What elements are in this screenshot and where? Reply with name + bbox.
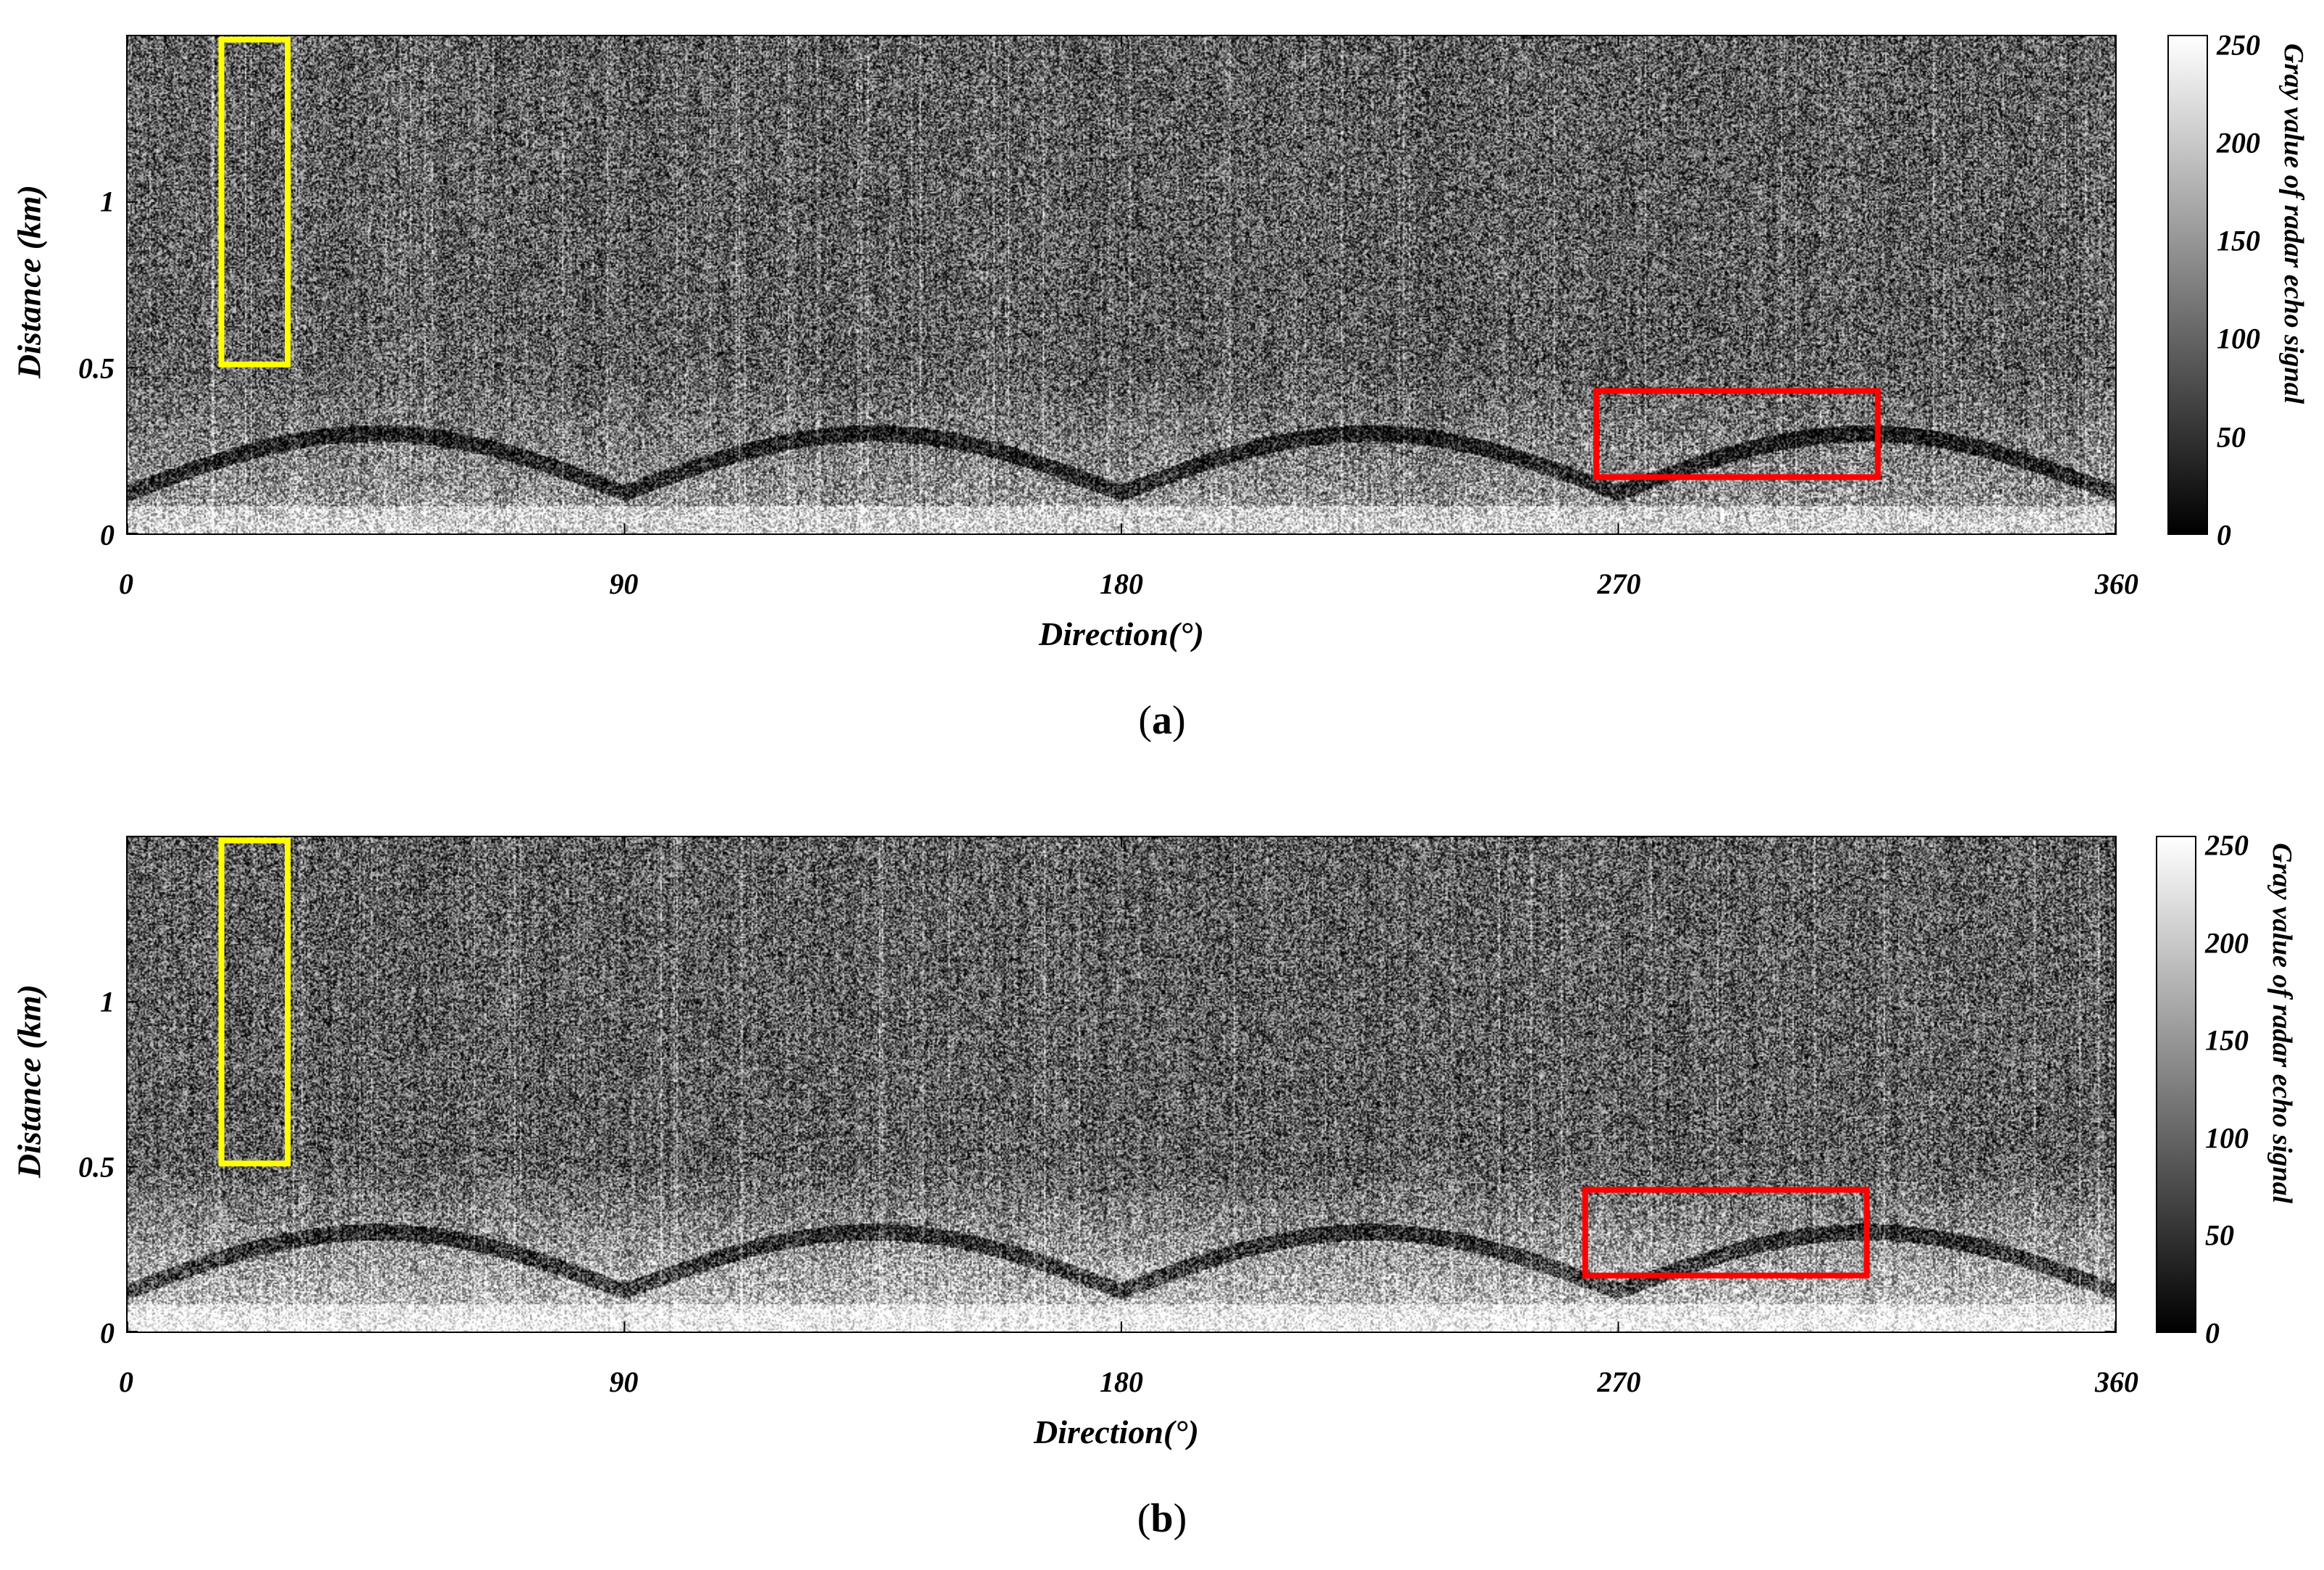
colorbar-tick-label-b-2: 100 <box>2205 1121 2249 1155</box>
colorbar-tick-label-b-3: 150 <box>2205 1023 2249 1057</box>
y-axis-label-b: Distance (km) <box>10 984 48 1179</box>
x-tick-label-a-3: 270 <box>1597 568 1641 600</box>
colorbar-tick-label-a-2: 100 <box>2217 322 2260 355</box>
radar-echo-heatmap-b <box>128 837 2115 1332</box>
yellow-highlight-box-b <box>218 837 291 1167</box>
x-tick-label-b-1: 90 <box>609 1366 639 1398</box>
heatmap-plot-a <box>126 35 2117 535</box>
yellow-highlight-box-a <box>218 36 291 367</box>
x-tick-label-a-2: 180 <box>1100 568 1143 600</box>
heatmap-plot-b <box>126 836 2117 1333</box>
x-axis-label-b: Direction(°) <box>1034 1413 1199 1450</box>
colorbar-tick-label-a-0: 0 <box>2217 518 2231 552</box>
y-axis-label-a: Distance (km) <box>10 185 48 379</box>
colorbar-label-b: Gray value of radar echo signal <box>2267 843 2297 1204</box>
colorbar-tick-label-a-1: 50 <box>2217 420 2246 454</box>
x-tick-label-a-4: 360 <box>2095 568 2138 600</box>
red-highlight-box-b <box>1582 1187 1870 1279</box>
colorbar-tick-label-a-3: 150 <box>2217 224 2260 257</box>
panel-a: 0 90 180 270 360 0 0.5 1 Direction(°) Distance… <box>10 28 2310 743</box>
panel-label-a: (a) <box>1138 698 1186 743</box>
y-tick-label-a-1: 0.5 <box>78 352 115 385</box>
colorbar-tick-label-b-4: 200 <box>2205 926 2249 960</box>
y-tick-label-a-0: 0 <box>100 518 115 552</box>
colorbar-b <box>2156 836 2196 1333</box>
x-tick-label-b-4: 360 <box>2095 1366 2138 1398</box>
y-tick-label-a-2: 1 <box>100 185 115 218</box>
colorbar-a <box>2167 35 2208 535</box>
x-tick-label-b-0: 0 <box>119 1366 133 1398</box>
annotation-overlay-b <box>127 837 2116 1332</box>
panel-b: 0 90 180 270 360 0 0.5 1 Direction(°) Distance… <box>0 785 2324 1570</box>
colorbar-tick-label-a-4: 200 <box>2217 126 2260 159</box>
y-tick-label-b-1: 0.5 <box>78 1150 115 1184</box>
x-tick-label-a-0: 0 <box>119 568 133 600</box>
red-highlight-box-a <box>1593 388 1881 481</box>
annotation-overlay-a <box>127 36 2116 534</box>
x-axis-label-a: Direction(°) <box>1039 615 1204 652</box>
colorbar-tick-label-b-0: 0 <box>2205 1316 2220 1350</box>
colorbar-label-a: Gray value of radar echo signal <box>2278 43 2309 404</box>
x-tick-label-b-2: 180 <box>1100 1366 1143 1398</box>
colorbar-tick-label-a-5: 250 <box>2217 28 2260 62</box>
colorbar-tick-label-b-1: 50 <box>2205 1218 2234 1252</box>
radar-echo-heatmap-a <box>128 36 2115 533</box>
x-tick-label-b-3: 270 <box>1597 1366 1641 1398</box>
x-tick-label-a-1: 90 <box>609 568 639 600</box>
y-tick-label-b-0: 0 <box>100 1316 115 1350</box>
y-tick-label-b-2: 1 <box>100 985 115 1018</box>
panel-label-b: (b) <box>1137 1496 1187 1541</box>
colorbar-tick-label-b-5: 250 <box>2205 828 2249 862</box>
